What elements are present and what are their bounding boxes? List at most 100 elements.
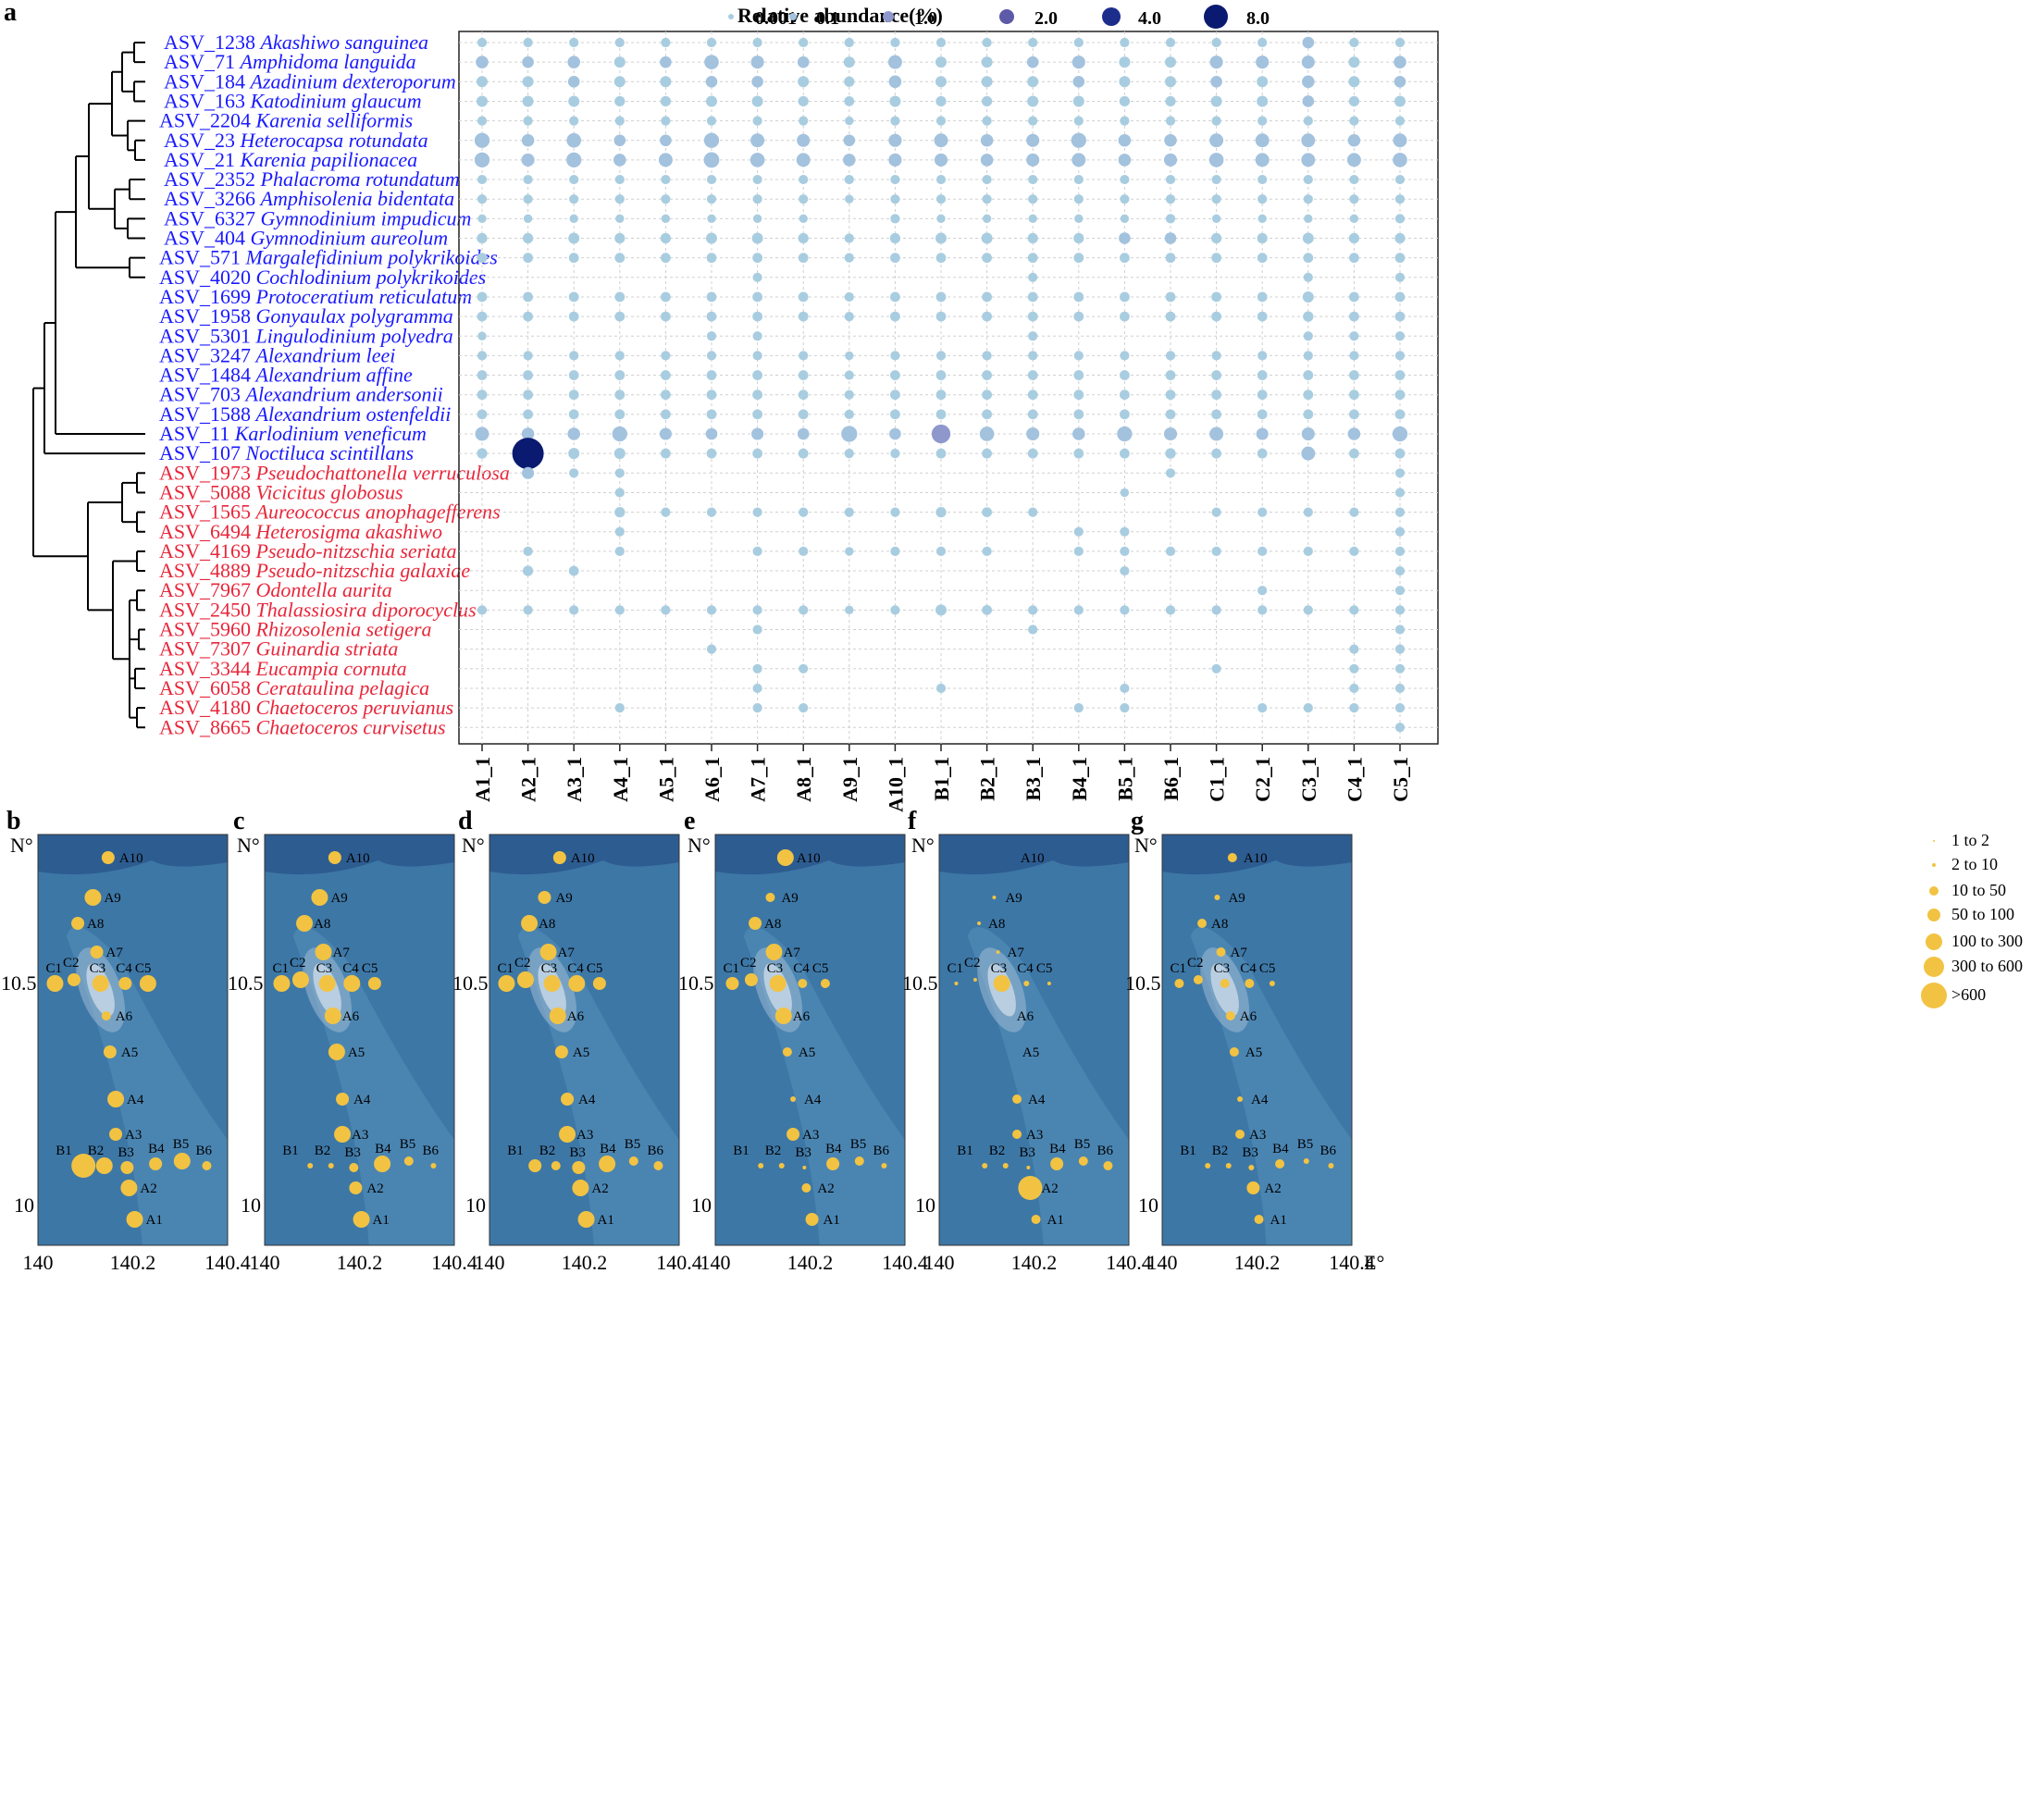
abundance-bubble: [1072, 95, 1084, 107]
site-label: B3: [795, 1145, 811, 1160]
size-legend-bubble: [1929, 886, 1939, 896]
abundance-bubble: [982, 448, 992, 459]
abundance-bubble: [661, 507, 671, 517]
abundance-bubble: [1028, 605, 1038, 615]
abundance-bubble: [706, 644, 717, 654]
map-x-tick: 140.2: [337, 1251, 383, 1274]
abundance-bubble: [890, 214, 900, 224]
site-bubble: [120, 1161, 134, 1174]
map-y-tick: 10: [915, 1193, 935, 1217]
map-y-tick: 10.5: [452, 971, 489, 995]
abundance-bubble: [569, 468, 579, 478]
abundance-bubble: [1257, 448, 1268, 459]
abundance-bubble: [1257, 702, 1268, 713]
site-bubble: [749, 917, 762, 930]
abundance-bubble: [1119, 56, 1131, 68]
abundance-bubble: [660, 76, 672, 88]
abundance-bubble: [934, 133, 948, 148]
site-label: A1: [146, 1213, 163, 1228]
abundance-bubble: [1073, 390, 1084, 401]
abundance-bubble: [1119, 95, 1131, 107]
abundance-bubble: [752, 390, 762, 401]
abundance-bubble: [1394, 586, 1406, 596]
abundance-bubble: [890, 311, 900, 322]
abundance-bubble: [613, 154, 626, 167]
site-bubble: [744, 973, 758, 986]
site-bubble: [1012, 1130, 1022, 1139]
taxon-label: ASV_4169 Pseudo-nitzschia seriata: [159, 539, 456, 563]
abundance-bubble: [752, 702, 762, 713]
abundance-bubble: [1394, 331, 1406, 341]
abundance-bubble: [614, 468, 625, 478]
abundance-bubble: [661, 448, 671, 459]
site-label: B4: [148, 1142, 165, 1156]
site-label: C4: [116, 961, 132, 976]
abundance-bubble: [1165, 448, 1176, 459]
abundance-bubble: [799, 194, 809, 204]
abundance-bubble: [477, 253, 488, 264]
abundance-bubble: [614, 311, 626, 322]
abundance-bubble: [751, 76, 763, 88]
abundance-bubble: [1120, 390, 1130, 401]
abundance-bubble: [705, 232, 718, 244]
abundance-bubble: [798, 253, 809, 264]
site-bubble: [1269, 981, 1275, 986]
site-label: C3: [90, 961, 106, 976]
abundance-bubble: [521, 427, 535, 440]
abundance-bubble: [567, 427, 580, 440]
abundance-bubble: [476, 56, 489, 68]
abundance-bubble: [936, 214, 946, 224]
site-bubble: [1254, 1215, 1264, 1224]
site-label: A3: [1249, 1128, 1266, 1143]
abundance-bubble: [1348, 56, 1360, 68]
abundance-bubble: [1303, 194, 1313, 204]
abundance-legend-title: Relative abundance(%): [737, 4, 943, 27]
abundance-bubble: [982, 311, 992, 322]
count-size-legend: 1 to 2 2 to 10 10 to 50 50 to 100 100 to 300…: [1921, 831, 2023, 1008]
abundance-bubble: [1211, 448, 1221, 459]
site-label: B5: [400, 1137, 416, 1152]
site-bubble: [1023, 981, 1030, 986]
size-legend-label: 1 to 2: [1951, 831, 1989, 849]
site-bubble: [993, 975, 1010, 992]
abundance-bubble: [1120, 526, 1130, 537]
abundance-bubble: [1027, 76, 1039, 88]
taxon-label: ASV_5960 Rhizosolenia setigera: [159, 618, 432, 641]
abundance-bubble: [1211, 291, 1221, 303]
abundance-bubble: [660, 232, 672, 244]
abundance-bubble: [981, 232, 993, 244]
abundance-bubble: [568, 390, 579, 401]
abundance-bubble: [614, 37, 625, 48]
site-bubble: [109, 1128, 123, 1141]
site-label: B1: [56, 1144, 72, 1158]
site-label: B3: [118, 1145, 134, 1160]
abundance-bubble: [1394, 370, 1406, 380]
taxon-label: ASV_6494 Heterosigma akashiwo: [159, 520, 442, 543]
site-label: C1: [1170, 961, 1186, 976]
abundance-bubble: [1349, 683, 1359, 694]
abundance-bubble: [843, 154, 856, 167]
abundance-bubble: [1394, 116, 1406, 126]
sample-tick-label: C2_1: [1251, 757, 1274, 802]
abundance-bubble: [1071, 132, 1086, 148]
abundance-bubble: [661, 370, 671, 380]
site-label: A9: [104, 891, 120, 906]
abundance-bubble: [1394, 95, 1406, 107]
abundance-bubble: [1304, 214, 1313, 224]
map-y-tick: 10.5: [678, 971, 714, 995]
abundance-bubble: [706, 116, 717, 126]
abundance-bubble: [614, 488, 625, 498]
site-bubble: [538, 891, 551, 904]
abundance-bubble: [1120, 253, 1130, 264]
abundance-bubble: [614, 174, 625, 185]
abundance-bubble: [1209, 427, 1224, 441]
site-label: C1: [272, 961, 289, 976]
sample-tick-label: A5_1: [654, 757, 677, 802]
site-label: C4: [793, 961, 810, 976]
abundance-bubble: [751, 232, 763, 244]
map-frame: [714, 834, 906, 1246]
abundance-bubble: [843, 134, 856, 147]
site-label: B2: [765, 1144, 782, 1158]
site-label: B5: [1297, 1137, 1314, 1152]
abundance-bubble: [1028, 214, 1037, 224]
